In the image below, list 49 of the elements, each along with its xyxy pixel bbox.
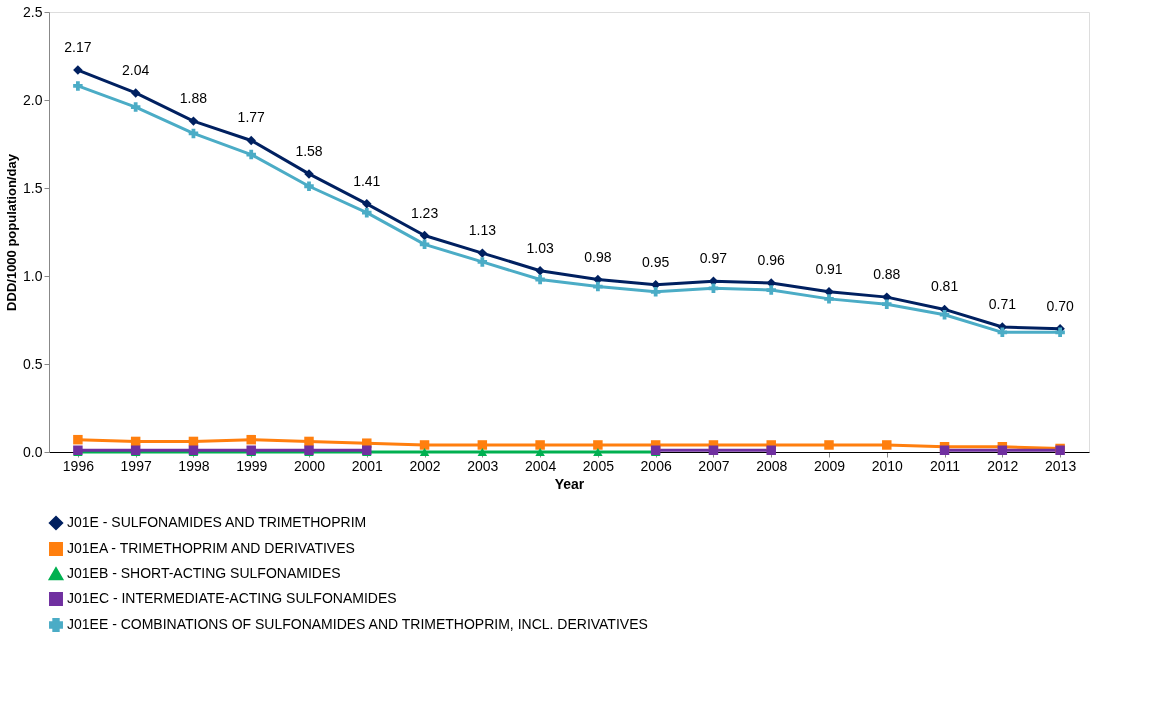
x-tick-label: 2002: [409, 457, 441, 474]
y-tick-label: 2.5: [23, 3, 43, 20]
y-tick-label: 1.5: [23, 179, 43, 196]
data-label: 0.91: [815, 260, 843, 277]
data-label: 0.88: [873, 266, 901, 283]
data-label: 1.77: [237, 109, 266, 126]
data-label: 2.04: [122, 61, 150, 78]
data-label: 1.13: [468, 222, 497, 239]
x-axis-title: Year: [554, 475, 585, 492]
data-label: 0.98: [584, 248, 612, 265]
legend-label: J01EC - INTERMEDIATE-ACTING SULFONAMIDES: [67, 590, 397, 606]
data-label: 1.88: [179, 90, 208, 107]
x-tick-label: 1997: [120, 457, 152, 474]
data-label: 0.81: [930, 278, 959, 295]
x-tick-label: 2004: [525, 457, 557, 474]
data-label: 1.23: [410, 204, 439, 221]
x-tick-label: 2013: [1045, 457, 1077, 474]
x-tick-label: 2009: [813, 457, 846, 474]
x-tick-label: 2010: [871, 457, 904, 474]
data-label: 0.70: [1046, 297, 1074, 314]
x-tick-label: 1999: [236, 457, 268, 474]
x-tick-label: 2011: [930, 457, 961, 474]
x-tick-label: 2005: [582, 457, 615, 474]
y-tick-label: 0.5: [23, 355, 43, 372]
data-label: 0.97: [699, 250, 728, 267]
data-label: 1.58: [295, 142, 323, 159]
data-label: 1.03: [526, 239, 554, 256]
legend-label: J01EA - TRIMETHOPRIM AND DERIVATIVES: [67, 540, 355, 556]
x-tick-label: 2008: [756, 457, 788, 474]
x-tick-label: 2001: [351, 457, 384, 474]
data-label: 2.17: [64, 39, 92, 56]
x-tick-label: 2006: [640, 457, 672, 474]
data-label: 1.41: [353, 172, 381, 189]
y-tick-label: 1.0: [23, 267, 43, 284]
y-axis-title: DDD/1000 population/day: [4, 153, 20, 311]
x-tick-label: 2003: [467, 457, 499, 474]
legend-label: J01E - SULFONAMIDES AND TRIMETHOPRIM: [67, 514, 367, 530]
x-tick-label: 2012: [987, 457, 1019, 474]
x-tick-label: 2000: [293, 457, 326, 474]
legend-label: J01EB - SHORT-ACTING SULFONAMIDES: [67, 565, 341, 581]
legend-label: J01EE - COMBINATIONS OF SULFONAMIDES AND TRIMETHOPRIM, INCL. DERIVATIVES: [67, 616, 648, 632]
x-tick-label: 1996: [62, 457, 95, 474]
y-tick-label: 2.0: [23, 91, 43, 108]
data-label: 0.95: [642, 253, 670, 270]
x-tick-label: 2007: [698, 457, 730, 474]
data-label: 0.96: [757, 252, 786, 269]
y-tick-label: 0.0: [23, 443, 43, 460]
x-tick-label: 1998: [178, 457, 210, 474]
data-label: 0.71: [988, 296, 1017, 313]
